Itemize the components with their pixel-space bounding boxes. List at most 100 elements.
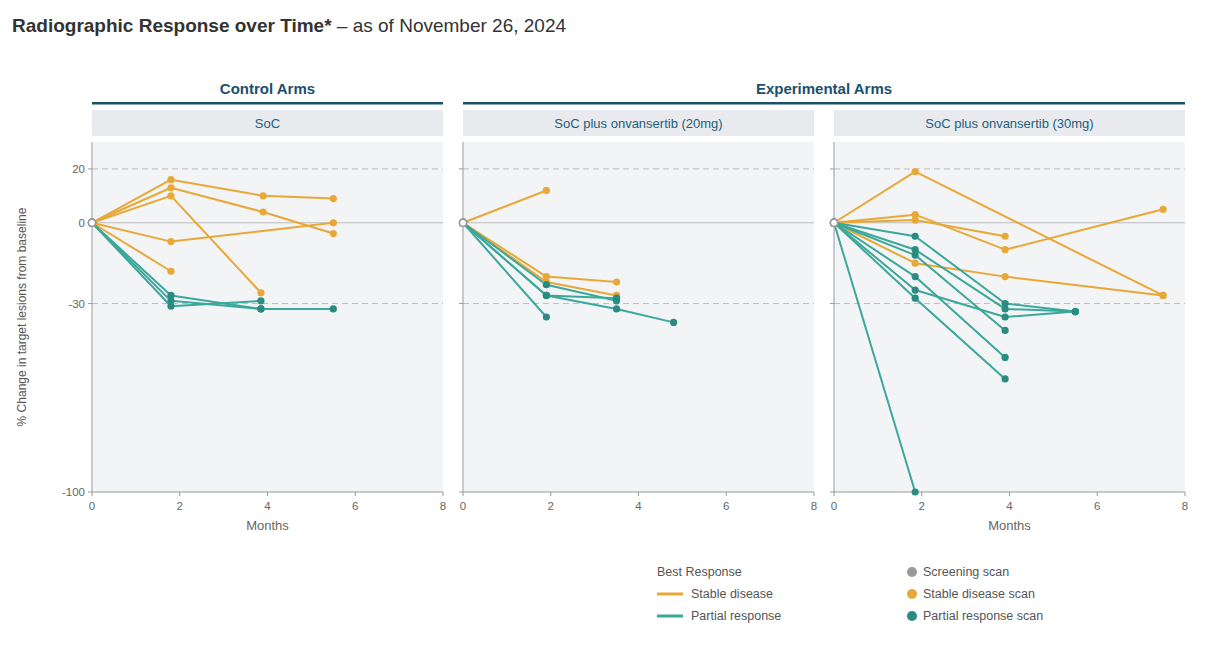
scan-point bbox=[167, 268, 174, 275]
x-tick bbox=[550, 492, 551, 496]
legend: Best ResponseStable diseasePartial respo… bbox=[657, 565, 1043, 623]
series-line bbox=[463, 223, 617, 296]
scan-point bbox=[1002, 305, 1009, 312]
scan-point bbox=[1002, 246, 1009, 253]
group-rule bbox=[463, 102, 1185, 105]
scan-point bbox=[1002, 313, 1009, 320]
x-tick-label: 6 bbox=[723, 500, 729, 512]
scan-point bbox=[831, 219, 838, 226]
y-axis-line bbox=[463, 142, 464, 492]
title: Radiographic Response over Time* – as of… bbox=[12, 15, 566, 36]
x-tick bbox=[443, 492, 444, 496]
reference-line bbox=[463, 303, 814, 304]
scan-point bbox=[831, 219, 838, 226]
group-label: Experimental Arms bbox=[756, 80, 892, 97]
x-tick-label: 8 bbox=[1182, 500, 1188, 512]
panel-header bbox=[92, 110, 443, 136]
scan-point bbox=[1002, 375, 1009, 382]
reference-line bbox=[834, 222, 1185, 223]
series-line bbox=[463, 223, 617, 282]
y-tick bbox=[88, 492, 92, 493]
scan-point bbox=[460, 219, 467, 226]
x-tick-label: 0 bbox=[831, 500, 837, 512]
scan-point bbox=[330, 305, 337, 312]
legend-label: Screening scan bbox=[923, 565, 1009, 579]
scan-point bbox=[260, 208, 267, 215]
reference-line bbox=[92, 168, 443, 169]
scan-point bbox=[912, 216, 919, 223]
reference-line bbox=[92, 222, 443, 223]
legend-swatch bbox=[907, 611, 917, 621]
legend-swatch bbox=[907, 567, 917, 577]
series-line bbox=[834, 223, 1005, 379]
scan-point bbox=[613, 295, 620, 302]
series-line bbox=[463, 223, 617, 298]
scan-point bbox=[1072, 308, 1079, 315]
scan-point bbox=[912, 273, 919, 280]
x-tick-label: 4 bbox=[264, 500, 271, 512]
scan-point bbox=[831, 219, 838, 226]
scan-point bbox=[831, 219, 838, 226]
scan-point bbox=[1159, 292, 1166, 299]
legend-label: Stable disease scan bbox=[923, 587, 1035, 601]
scan-point bbox=[1002, 233, 1009, 240]
series-line bbox=[463, 223, 546, 317]
scan-point bbox=[330, 219, 337, 226]
x-tick-label: 6 bbox=[1094, 500, 1100, 512]
scan-point bbox=[1159, 206, 1166, 213]
series-line bbox=[92, 196, 261, 293]
series-line bbox=[92, 223, 261, 309]
y-tick bbox=[459, 492, 463, 493]
scan-point bbox=[167, 184, 174, 191]
x-axis-label: Months bbox=[246, 518, 289, 533]
x-tick bbox=[638, 492, 639, 496]
panel: SoC plus onvansertib (30mg)02468Months bbox=[830, 110, 1188, 533]
plot-area bbox=[463, 142, 814, 492]
scan-point bbox=[257, 305, 264, 312]
y-tick bbox=[88, 303, 92, 304]
scan-point bbox=[543, 281, 550, 288]
scan-point bbox=[1002, 327, 1009, 334]
data-group bbox=[831, 168, 1167, 496]
legend-label: Stable disease bbox=[691, 587, 773, 601]
scan-point bbox=[89, 219, 96, 226]
legend-swatch bbox=[657, 593, 683, 596]
scan-point bbox=[543, 313, 550, 320]
scan-point bbox=[460, 219, 467, 226]
plot-area bbox=[834, 142, 1185, 492]
data-group bbox=[460, 187, 678, 326]
scan-point bbox=[912, 233, 919, 240]
scan-point bbox=[831, 219, 838, 226]
scan-point bbox=[831, 219, 838, 226]
x-tick bbox=[463, 492, 464, 496]
scan-point bbox=[260, 192, 267, 199]
group-label: Control Arms bbox=[220, 80, 315, 97]
scan-point bbox=[330, 195, 337, 202]
panel-header bbox=[834, 110, 1185, 136]
scan-point bbox=[912, 260, 919, 267]
series-line bbox=[92, 223, 333, 242]
scan-point bbox=[613, 305, 620, 312]
series-line bbox=[92, 180, 333, 223]
scan-point bbox=[543, 292, 550, 299]
x-tick bbox=[92, 492, 93, 496]
x-tick-label: 2 bbox=[919, 500, 925, 512]
panel-title: SoC bbox=[255, 116, 280, 131]
x-tick bbox=[814, 492, 815, 496]
scan-point bbox=[89, 219, 96, 226]
y-axis-label: % Change in target lesions from baseline bbox=[15, 207, 29, 426]
x-tick-label: 4 bbox=[635, 500, 642, 512]
x-tick-label: 0 bbox=[89, 500, 95, 512]
scan-point bbox=[460, 219, 467, 226]
subtitle: – as of November 26, 2024 bbox=[332, 15, 567, 36]
data-group bbox=[89, 176, 337, 312]
x-tick bbox=[1185, 492, 1186, 496]
plot-area bbox=[92, 142, 443, 492]
scan-point bbox=[460, 219, 467, 226]
x-tick-label: 4 bbox=[1006, 500, 1013, 512]
scan-point bbox=[89, 219, 96, 226]
group-rule bbox=[92, 102, 443, 105]
scan-point bbox=[460, 219, 467, 226]
scan-point bbox=[460, 219, 467, 226]
legend-label: Partial response scan bbox=[923, 609, 1043, 623]
